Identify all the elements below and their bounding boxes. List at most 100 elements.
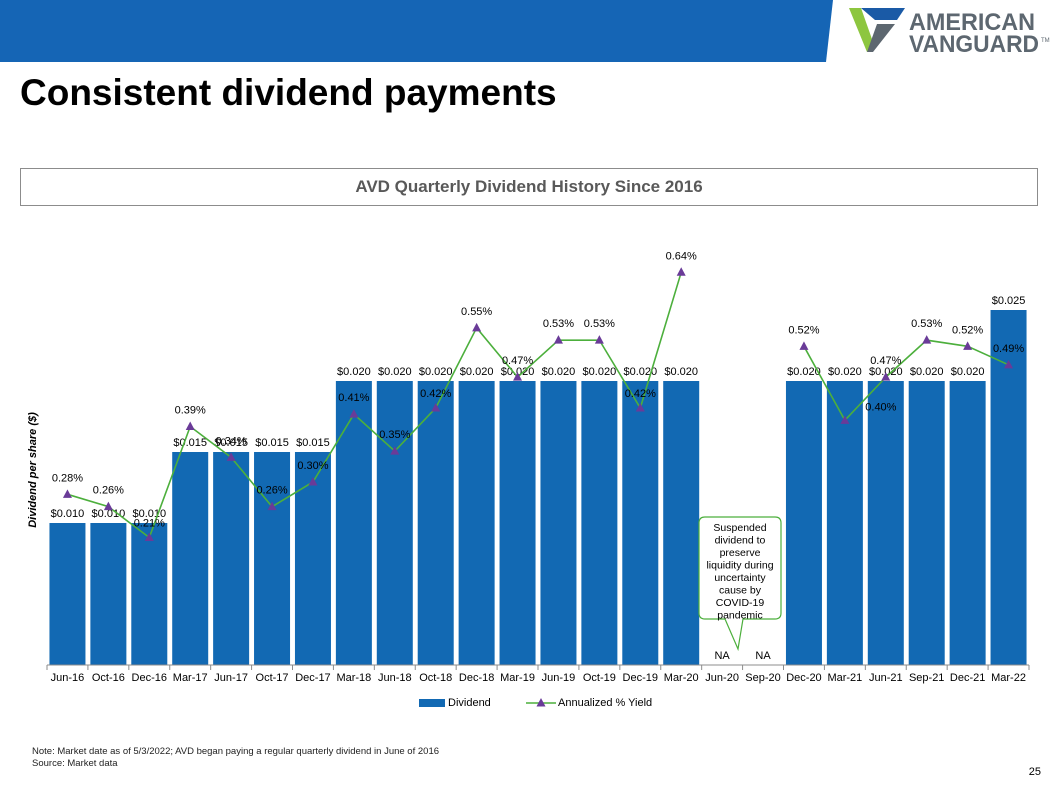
dividend-bar xyxy=(990,310,1027,665)
bar-label: $0.020 xyxy=(542,366,576,378)
logo-trademark: TM xyxy=(1041,38,1050,44)
bar-label: $0.020 xyxy=(664,366,698,378)
dividend-bar xyxy=(90,523,127,665)
x-tick-label: Jun-16 xyxy=(51,672,85,684)
dividend-bar xyxy=(540,381,577,665)
american-vanguard-logo: AMERICAN VANGUARD TM xyxy=(849,8,1050,54)
yield-marker xyxy=(635,402,645,412)
bar-label: $0.025 xyxy=(992,295,1026,307)
x-tick-label: Jun-21 xyxy=(869,672,903,684)
bar-label-na: NA xyxy=(714,650,730,662)
dividend-bar xyxy=(49,523,86,665)
bar-label: $0.010 xyxy=(92,508,126,520)
yield-label: 0.41% xyxy=(338,392,369,404)
yield-label: 0.40% xyxy=(865,401,896,413)
logo-mark-left xyxy=(849,8,873,52)
x-tick-label: Oct-16 xyxy=(92,672,125,684)
yield-marker xyxy=(840,415,850,424)
callout-text-line: Suspended xyxy=(713,522,766,534)
x-tick-label: Mar-19 xyxy=(500,672,535,684)
yield-marker xyxy=(349,409,359,418)
x-tick-label: Mar-18 xyxy=(336,672,371,684)
dividend-bar xyxy=(131,523,168,665)
yield-marker xyxy=(1004,359,1014,369)
x-tick-label: Sep-21 xyxy=(909,672,944,684)
bar-label-na: NA xyxy=(755,650,771,662)
dividend-bar xyxy=(622,381,659,665)
yield-line xyxy=(67,272,682,539)
bar-label: $0.020 xyxy=(828,366,862,378)
yield-marker xyxy=(62,489,72,498)
bar-label: $0.020 xyxy=(378,366,412,378)
callout-text-line: pandemic xyxy=(717,610,763,622)
yield-label: 0.55% xyxy=(461,306,492,318)
yield-label: 0.35% xyxy=(379,429,410,441)
yield-label: 0.42% xyxy=(625,388,656,400)
yield-label: 0.47% xyxy=(870,355,901,367)
callout-text-line: uncertainty xyxy=(714,572,766,584)
dividend-bar xyxy=(213,452,250,665)
chart-title: AVD Quarterly Dividend History Since 201… xyxy=(355,177,703,196)
dividend-bar xyxy=(949,381,986,665)
dividend-bar xyxy=(499,381,536,665)
x-tick-label: Oct-18 xyxy=(419,672,452,684)
yield-label: 0.30% xyxy=(297,460,328,472)
callout-text-line: cause by xyxy=(719,585,762,597)
page-title: Consistent dividend payments xyxy=(20,72,557,113)
yield-marker xyxy=(553,335,563,344)
yield-label: 0.26% xyxy=(256,485,287,497)
x-tick-label: Mar-21 xyxy=(827,672,862,684)
callout-text-line: COVID-19 xyxy=(716,597,765,609)
yield-label: 0.39% xyxy=(175,404,206,416)
dividend-bar xyxy=(785,381,822,665)
yield-marker xyxy=(308,476,318,486)
yield-line xyxy=(803,339,1009,422)
logo-text-vanguard: VANGUARD xyxy=(909,31,1039,54)
yield-marker xyxy=(676,267,686,276)
yield-label: 0.53% xyxy=(911,318,942,330)
x-tick-label: Dec-17 xyxy=(295,672,330,684)
dividend-bar xyxy=(335,381,372,665)
bar-label: $0.015 xyxy=(296,437,330,449)
dividend-bar xyxy=(376,381,413,665)
bar-label: $0.020 xyxy=(787,366,821,378)
y-axis-title: Dividend per share ($) xyxy=(27,412,39,528)
callout-text-line: dividend to xyxy=(715,535,766,547)
header-band xyxy=(0,0,833,62)
bar-label: $0.015 xyxy=(255,437,289,449)
x-tick-label: Mar-20 xyxy=(664,672,699,684)
yield-marker xyxy=(799,341,809,350)
x-tick-label: Jun-19 xyxy=(542,672,576,684)
yield-marker xyxy=(226,452,236,461)
bar-label: $0.020 xyxy=(623,366,657,378)
x-tick-label: Jun-17 xyxy=(214,672,248,684)
x-tick-label: Dec-19 xyxy=(623,672,658,684)
yield-label: 0.42% xyxy=(420,388,451,400)
x-tick-label: Dec-21 xyxy=(950,672,985,684)
yield-marker xyxy=(922,335,932,344)
yield-marker xyxy=(472,322,482,332)
yield-marker xyxy=(963,341,973,350)
x-tick-label: Mar-22 xyxy=(991,672,1026,684)
bar-label: $0.020 xyxy=(337,366,371,378)
yield-marker xyxy=(144,532,154,541)
yield-label: 0.64% xyxy=(666,250,697,262)
yield-marker xyxy=(390,446,400,455)
x-tick-label: Oct-19 xyxy=(583,672,616,684)
bar-label: $0.015 xyxy=(214,437,248,449)
x-tick-label: Dec-16 xyxy=(132,672,167,684)
yield-label: 0.47% xyxy=(502,355,533,367)
bar-label: $0.010 xyxy=(51,508,85,520)
dividend-bar xyxy=(417,381,454,665)
yield-label: 0.49% xyxy=(993,343,1024,355)
dividend-chart: Dividend per share ($) $0.010 $0.010 $0.010… xyxy=(27,250,1030,709)
bar-label: $0.020 xyxy=(583,366,617,378)
callout-text-line: preserve xyxy=(720,547,761,559)
x-tick-label: Jun-18 xyxy=(378,672,412,684)
footnote-line: Source: Market data xyxy=(32,758,118,769)
bar-label: $0.020 xyxy=(460,366,494,378)
dividend-bar xyxy=(663,381,700,665)
yield-marker xyxy=(594,335,604,344)
logo-text-american: AMERICAN xyxy=(909,9,1035,36)
yield-label: 0.53% xyxy=(584,318,615,330)
